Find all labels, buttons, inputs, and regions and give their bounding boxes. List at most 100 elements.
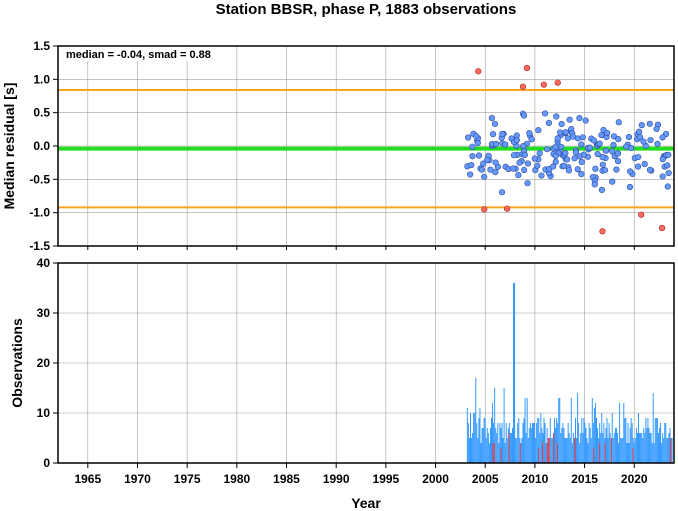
residual-point bbox=[623, 143, 630, 150]
residual-point bbox=[474, 139, 481, 147]
residual-point bbox=[558, 120, 565, 128]
residual-point bbox=[582, 117, 589, 124]
residual-point bbox=[636, 128, 643, 135]
residual-point bbox=[598, 186, 606, 194]
residual-point bbox=[499, 130, 506, 138]
residual-point bbox=[592, 165, 599, 172]
residual-point bbox=[615, 119, 622, 126]
residual-point bbox=[557, 129, 564, 136]
residual-point bbox=[475, 152, 483, 159]
outlier-point bbox=[503, 205, 511, 212]
residual-point bbox=[599, 154, 606, 161]
residual-point bbox=[549, 163, 557, 170]
residual-point bbox=[562, 150, 569, 157]
chart-title: Station BBSR, phase P, 1883 observations bbox=[216, 1, 517, 18]
residual-point bbox=[599, 161, 606, 168]
residual-point bbox=[491, 120, 499, 127]
residual-points bbox=[464, 64, 672, 235]
residual-point bbox=[498, 189, 506, 196]
residual-point bbox=[562, 129, 569, 136]
residual-point bbox=[521, 166, 528, 174]
outlier-point bbox=[481, 206, 488, 213]
observations-y-label: Observations bbox=[9, 318, 25, 408]
residual-point bbox=[572, 149, 580, 156]
residual-point bbox=[552, 143, 559, 151]
residual-point bbox=[574, 166, 581, 173]
residual-point bbox=[558, 143, 565, 150]
residual-point bbox=[478, 166, 485, 173]
outlier-point bbox=[658, 224, 666, 232]
residual-point bbox=[665, 151, 672, 158]
residual-point bbox=[469, 153, 476, 160]
y-tick-label: 0 bbox=[43, 456, 50, 470]
y-tick-label: 1.0 bbox=[33, 72, 50, 86]
residual-point bbox=[664, 183, 671, 190]
residual-point bbox=[640, 138, 647, 145]
residual-point bbox=[578, 170, 585, 178]
x-tick-label: 2010 bbox=[522, 472, 549, 486]
residual-point bbox=[613, 166, 620, 173]
residual-point bbox=[521, 151, 528, 158]
residual-point bbox=[552, 158, 559, 165]
residual-point bbox=[646, 166, 654, 174]
residual-point bbox=[610, 133, 618, 140]
y-tick-label: 40 bbox=[37, 256, 51, 270]
residual-point bbox=[614, 150, 622, 157]
residual-y-ticks: 1.5 1.0 0.5 0.0 -0.5 -1.0 -1.5 bbox=[29, 39, 58, 253]
residual-point bbox=[520, 143, 527, 150]
residual-point bbox=[664, 162, 671, 169]
residual-point bbox=[566, 116, 573, 123]
x-tick-label: 1990 bbox=[323, 472, 350, 486]
residual-point bbox=[510, 165, 517, 172]
residual-point bbox=[576, 115, 583, 122]
outlier-point bbox=[554, 79, 561, 86]
residual-point bbox=[601, 167, 609, 174]
residual-point bbox=[524, 160, 532, 167]
residual-point bbox=[578, 158, 585, 166]
residual-point bbox=[634, 163, 642, 170]
outlier-point bbox=[540, 81, 547, 88]
outlier-point bbox=[638, 211, 645, 218]
residual-point bbox=[565, 167, 573, 174]
residual-point bbox=[528, 136, 535, 143]
residual-point bbox=[654, 140, 661, 147]
residual-point bbox=[520, 112, 528, 119]
residual-point bbox=[465, 134, 472, 141]
residual-point bbox=[489, 131, 497, 138]
outlier-point bbox=[519, 83, 527, 90]
residual-point bbox=[579, 134, 586, 141]
residual-panel: 1.5 1.0 0.5 0.0 -0.5 -1.0 -1.5 median = -0.04,… bbox=[1, 39, 675, 253]
residual-point bbox=[493, 140, 500, 148]
residual-point bbox=[625, 133, 633, 141]
residual-point bbox=[609, 148, 616, 155]
x-tick-label: 1980 bbox=[223, 472, 250, 486]
residual-point bbox=[536, 150, 543, 157]
residual-point bbox=[484, 156, 491, 164]
residual-point bbox=[627, 168, 634, 175]
residual-point bbox=[578, 141, 585, 148]
residual-point bbox=[638, 122, 645, 129]
x-tick-label: 2015 bbox=[571, 472, 598, 486]
outlier-point bbox=[475, 68, 482, 75]
residual-point bbox=[596, 140, 603, 147]
residual-point bbox=[580, 151, 587, 158]
residual-point bbox=[541, 110, 549, 117]
y-tick-label: -0.5 bbox=[29, 172, 50, 186]
y-tick-label: -1.5 bbox=[29, 239, 50, 253]
observation-bars bbox=[466, 283, 673, 463]
residual-point bbox=[604, 129, 611, 137]
residual-point bbox=[487, 166, 494, 173]
residual-point bbox=[610, 141, 617, 149]
residual-point bbox=[560, 162, 567, 169]
residual-point bbox=[468, 161, 475, 169]
residual-point bbox=[563, 156, 571, 163]
annotation-box bbox=[62, 47, 224, 61]
residual-point bbox=[467, 171, 474, 178]
residual-point bbox=[564, 135, 571, 142]
residual-point bbox=[513, 137, 520, 144]
residual-point bbox=[510, 152, 518, 159]
residual-point bbox=[614, 158, 622, 165]
residual-point bbox=[609, 178, 616, 185]
outlier-point bbox=[523, 64, 531, 72]
